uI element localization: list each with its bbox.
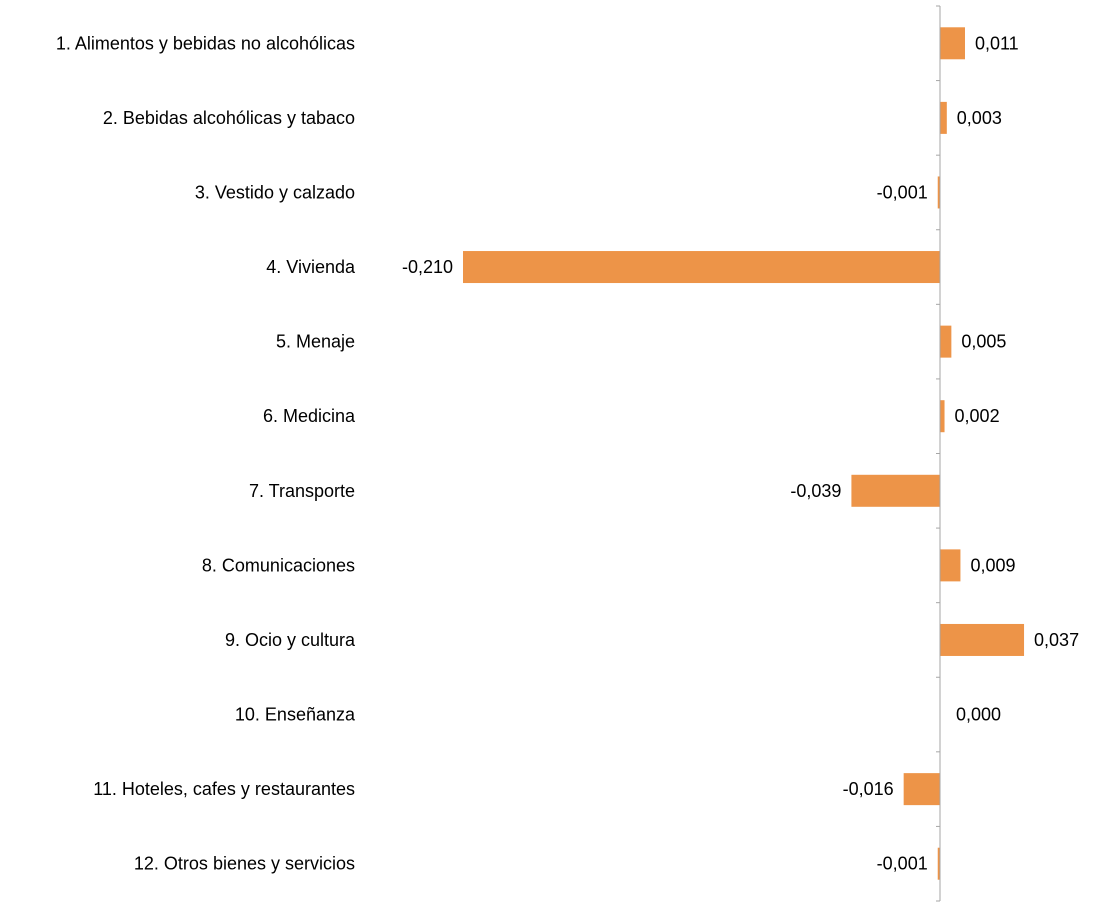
value-label-2: 0,003 xyxy=(957,108,1002,128)
bar-2 xyxy=(940,101,947,134)
bars-layer xyxy=(463,27,1025,880)
category-label-8: 8. Comunicaciones xyxy=(202,555,355,575)
bar-7 xyxy=(851,474,940,507)
bar-8 xyxy=(940,549,961,582)
bar-12 xyxy=(937,847,940,880)
category-label-9: 9. Ocio y cultura xyxy=(225,630,356,650)
value-label-12: -0,001 xyxy=(877,854,928,874)
value-label-5: 0,005 xyxy=(961,332,1006,352)
value-label-10: 0,000 xyxy=(956,705,1001,725)
bar-11 xyxy=(903,773,940,806)
value-label-11: -0,016 xyxy=(843,779,894,799)
category-label-11: 11. Hoteles, cafes y restaurantes xyxy=(93,779,355,799)
value-label-8: 0,009 xyxy=(970,555,1015,575)
category-label-1: 1. Alimentos y bebidas no alcohólicas xyxy=(56,33,355,53)
bar-5 xyxy=(940,325,952,358)
category-label-10: 10. Enseñanza xyxy=(235,705,356,725)
value-label-3: -0,001 xyxy=(877,182,928,202)
category-label-5: 5. Menaje xyxy=(276,332,355,352)
bar-3 xyxy=(937,176,940,209)
value-label-6: 0,002 xyxy=(955,406,1000,426)
zero-axis xyxy=(936,5,941,902)
bar-9 xyxy=(940,623,1025,656)
value-label-1: 0,011 xyxy=(975,33,1019,53)
value-label-4: -0,210 xyxy=(402,257,453,277)
category-label-3: 3. Vestido y calzado xyxy=(195,182,355,202)
category-label-2: 2. Bebidas alcohólicas y tabaco xyxy=(103,108,355,128)
category-label-7: 7. Transporte xyxy=(249,481,355,501)
bar-6 xyxy=(940,400,945,433)
category-label-4: 4. Vivienda xyxy=(266,257,356,277)
value-label-7: -0,039 xyxy=(790,481,841,501)
category-label-12: 12. Otros bienes y servicios xyxy=(134,854,355,874)
bar-4 xyxy=(463,251,940,284)
bar-1 xyxy=(940,27,965,60)
value-label-9: 0,037 xyxy=(1034,630,1079,650)
category-label-6: 6. Medicina xyxy=(263,406,356,426)
labels-layer: 1. Alimentos y bebidas no alcohólicas 0,0… xyxy=(56,33,1079,873)
